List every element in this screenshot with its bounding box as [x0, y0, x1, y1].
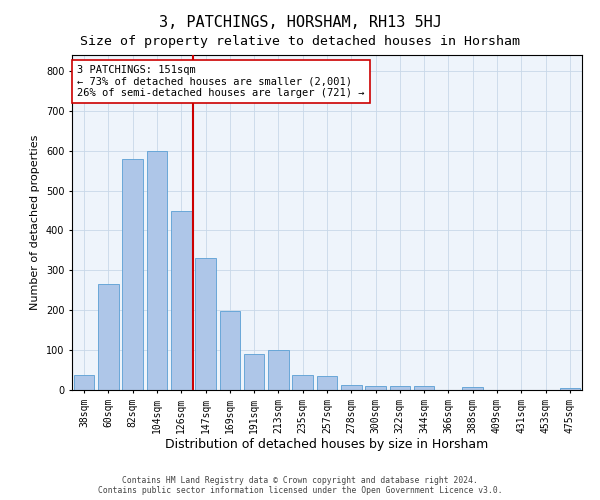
Text: Size of property relative to detached houses in Horsham: Size of property relative to detached ho…: [80, 35, 520, 48]
Text: Contains HM Land Registry data © Crown copyright and database right 2024.
Contai: Contains HM Land Registry data © Crown c…: [98, 476, 502, 495]
Bar: [341, 385, 362, 390]
Bar: [122, 158, 143, 390]
Bar: [220, 312, 240, 390]
Bar: [146, 150, 167, 390]
X-axis label: Distribution of detached houses by size in Horsham: Distribution of detached houses by size …: [166, 438, 488, 452]
Bar: [463, 387, 483, 390]
Bar: [560, 388, 580, 390]
Text: 3, PATCHINGS, HORSHAM, RH13 5HJ: 3, PATCHINGS, HORSHAM, RH13 5HJ: [158, 15, 442, 30]
Bar: [317, 376, 337, 390]
Text: 3 PATCHINGS: 151sqm
← 73% of detached houses are smaller (2,001)
26% of semi-det: 3 PATCHINGS: 151sqm ← 73% of detached ho…: [77, 65, 365, 98]
Bar: [74, 375, 94, 390]
Bar: [171, 210, 191, 390]
Bar: [414, 386, 434, 390]
Y-axis label: Number of detached properties: Number of detached properties: [31, 135, 40, 310]
Bar: [98, 284, 119, 390]
Bar: [365, 386, 386, 390]
Bar: [244, 354, 265, 390]
Bar: [389, 386, 410, 390]
Bar: [292, 375, 313, 390]
Bar: [195, 258, 216, 390]
Bar: [268, 350, 289, 390]
